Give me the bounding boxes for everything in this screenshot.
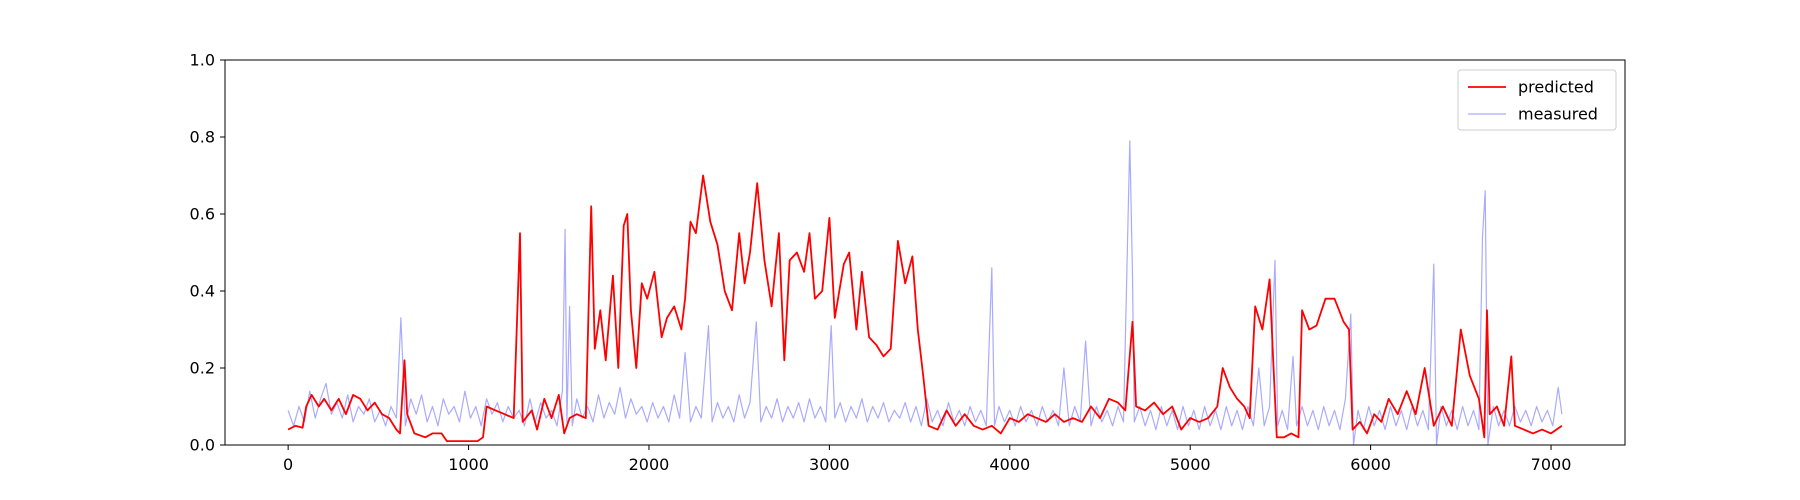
x-tick-label: 7000 xyxy=(1531,455,1572,474)
plot-frame xyxy=(224,59,1626,446)
x-tick-label: 2000 xyxy=(629,455,670,474)
legend-label-measured: measured xyxy=(1518,105,1598,124)
legend-box xyxy=(1457,69,1617,131)
x-tick-label: 5000 xyxy=(1170,455,1211,474)
y-tick-label: 1.0 xyxy=(190,51,215,70)
x-tick-label: 3000 xyxy=(809,455,850,474)
y-tick-label: 0.8 xyxy=(190,128,215,147)
plot-series xyxy=(287,140,1563,446)
series-line-measured xyxy=(287,140,1563,446)
legend: predicted measured xyxy=(1457,69,1617,131)
x-tick-label: 0 xyxy=(283,455,293,474)
series-line-predicted xyxy=(287,174,1563,442)
y-tick-label: 0.0 xyxy=(190,436,215,455)
y-tick-label: 0.2 xyxy=(190,359,215,378)
x-axis-ticks: 0 1000 2000 3000 4000 5000 6000 7000 xyxy=(283,445,1571,474)
legend-label-predicted: predicted xyxy=(1518,78,1594,97)
y-tick-label: 0.4 xyxy=(190,282,215,301)
x-tick-label: 4000 xyxy=(989,455,1030,474)
x-tick-label: 1000 xyxy=(448,455,489,474)
y-tick-label: 0.6 xyxy=(190,205,215,224)
y-axis-ticks: 0.0 0.2 0.4 0.6 0.8 1.0 xyxy=(190,51,225,455)
x-tick-label: 6000 xyxy=(1350,455,1391,474)
